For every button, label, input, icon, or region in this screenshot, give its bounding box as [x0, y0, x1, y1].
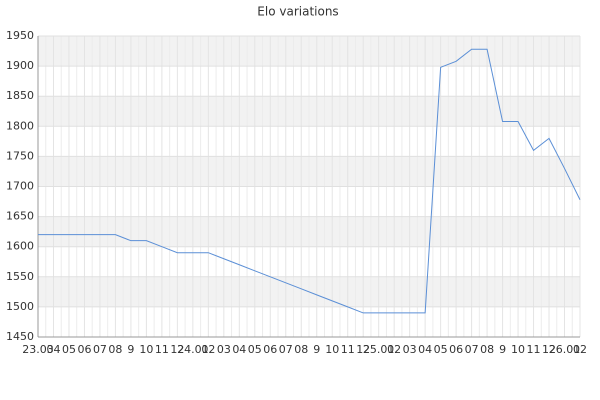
y-tick-label: 1600	[6, 240, 34, 253]
x-tick-label: 05	[62, 343, 76, 356]
y-tick-label: 1900	[6, 59, 34, 72]
x-tick-label: 11	[527, 343, 541, 356]
x-tick-label: 06	[449, 343, 463, 356]
x-tick-label: 9	[313, 343, 320, 356]
x-tick-label: 9	[127, 343, 134, 356]
x-tick-label: 11	[155, 343, 169, 356]
x-tick-label: 24.01	[177, 343, 209, 356]
line-series	[38, 48, 581, 314]
y-tick-label: 1850	[6, 89, 34, 102]
x-tick-label: 11	[341, 343, 355, 356]
x-tick-label: 04	[418, 343, 432, 356]
x-tick-label: 10	[511, 343, 525, 356]
x-tick-label: 23.03	[22, 343, 54, 356]
x-tick-label: 12	[170, 343, 184, 356]
x-tick-label: 06	[77, 343, 91, 356]
y-tick-label: 1800	[6, 119, 34, 132]
x-tick-label: 10	[139, 343, 153, 356]
x-tick-label: 02	[573, 343, 587, 356]
x-tick-label: 04	[46, 343, 60, 356]
x-tick-label: 06	[263, 343, 277, 356]
x-tick-label: 9	[499, 343, 506, 356]
y-tick-label: 1550	[6, 270, 34, 283]
y-tick-label: 1950	[6, 29, 34, 42]
x-tick-label: 04	[232, 343, 246, 356]
chart-title: Elo variations	[257, 5, 338, 19]
y-tick-label: 1750	[6, 149, 34, 162]
y-tick-label: 1700	[6, 180, 34, 193]
x-tick-label: 25.01	[363, 343, 395, 356]
x-tick-label: 08	[108, 343, 122, 356]
y-tick-label: 1650	[6, 210, 34, 223]
x-tick-label: 02	[387, 343, 401, 356]
y-tick-label: 1500	[6, 300, 34, 313]
x-tick-label: 10	[325, 343, 339, 356]
x-tick-label: 26.01	[549, 343, 581, 356]
x-tick-label: 03	[217, 343, 231, 356]
x-tick-label: 08	[294, 343, 308, 356]
y-tick-label: 1450	[6, 330, 34, 343]
x-tick-label: 07	[279, 343, 293, 356]
x-tick-label: 02	[201, 343, 215, 356]
x-tick-label: 03	[403, 343, 417, 356]
x-tick-label: 12	[542, 343, 556, 356]
x-tick-label: 07	[465, 343, 479, 356]
x-tick-label: 05	[434, 343, 448, 356]
x-tick-label: 07	[93, 343, 107, 356]
x-tick-label: 05	[248, 343, 262, 356]
x-tick-label: 08	[480, 343, 494, 356]
x-tick-label: 12	[356, 343, 370, 356]
